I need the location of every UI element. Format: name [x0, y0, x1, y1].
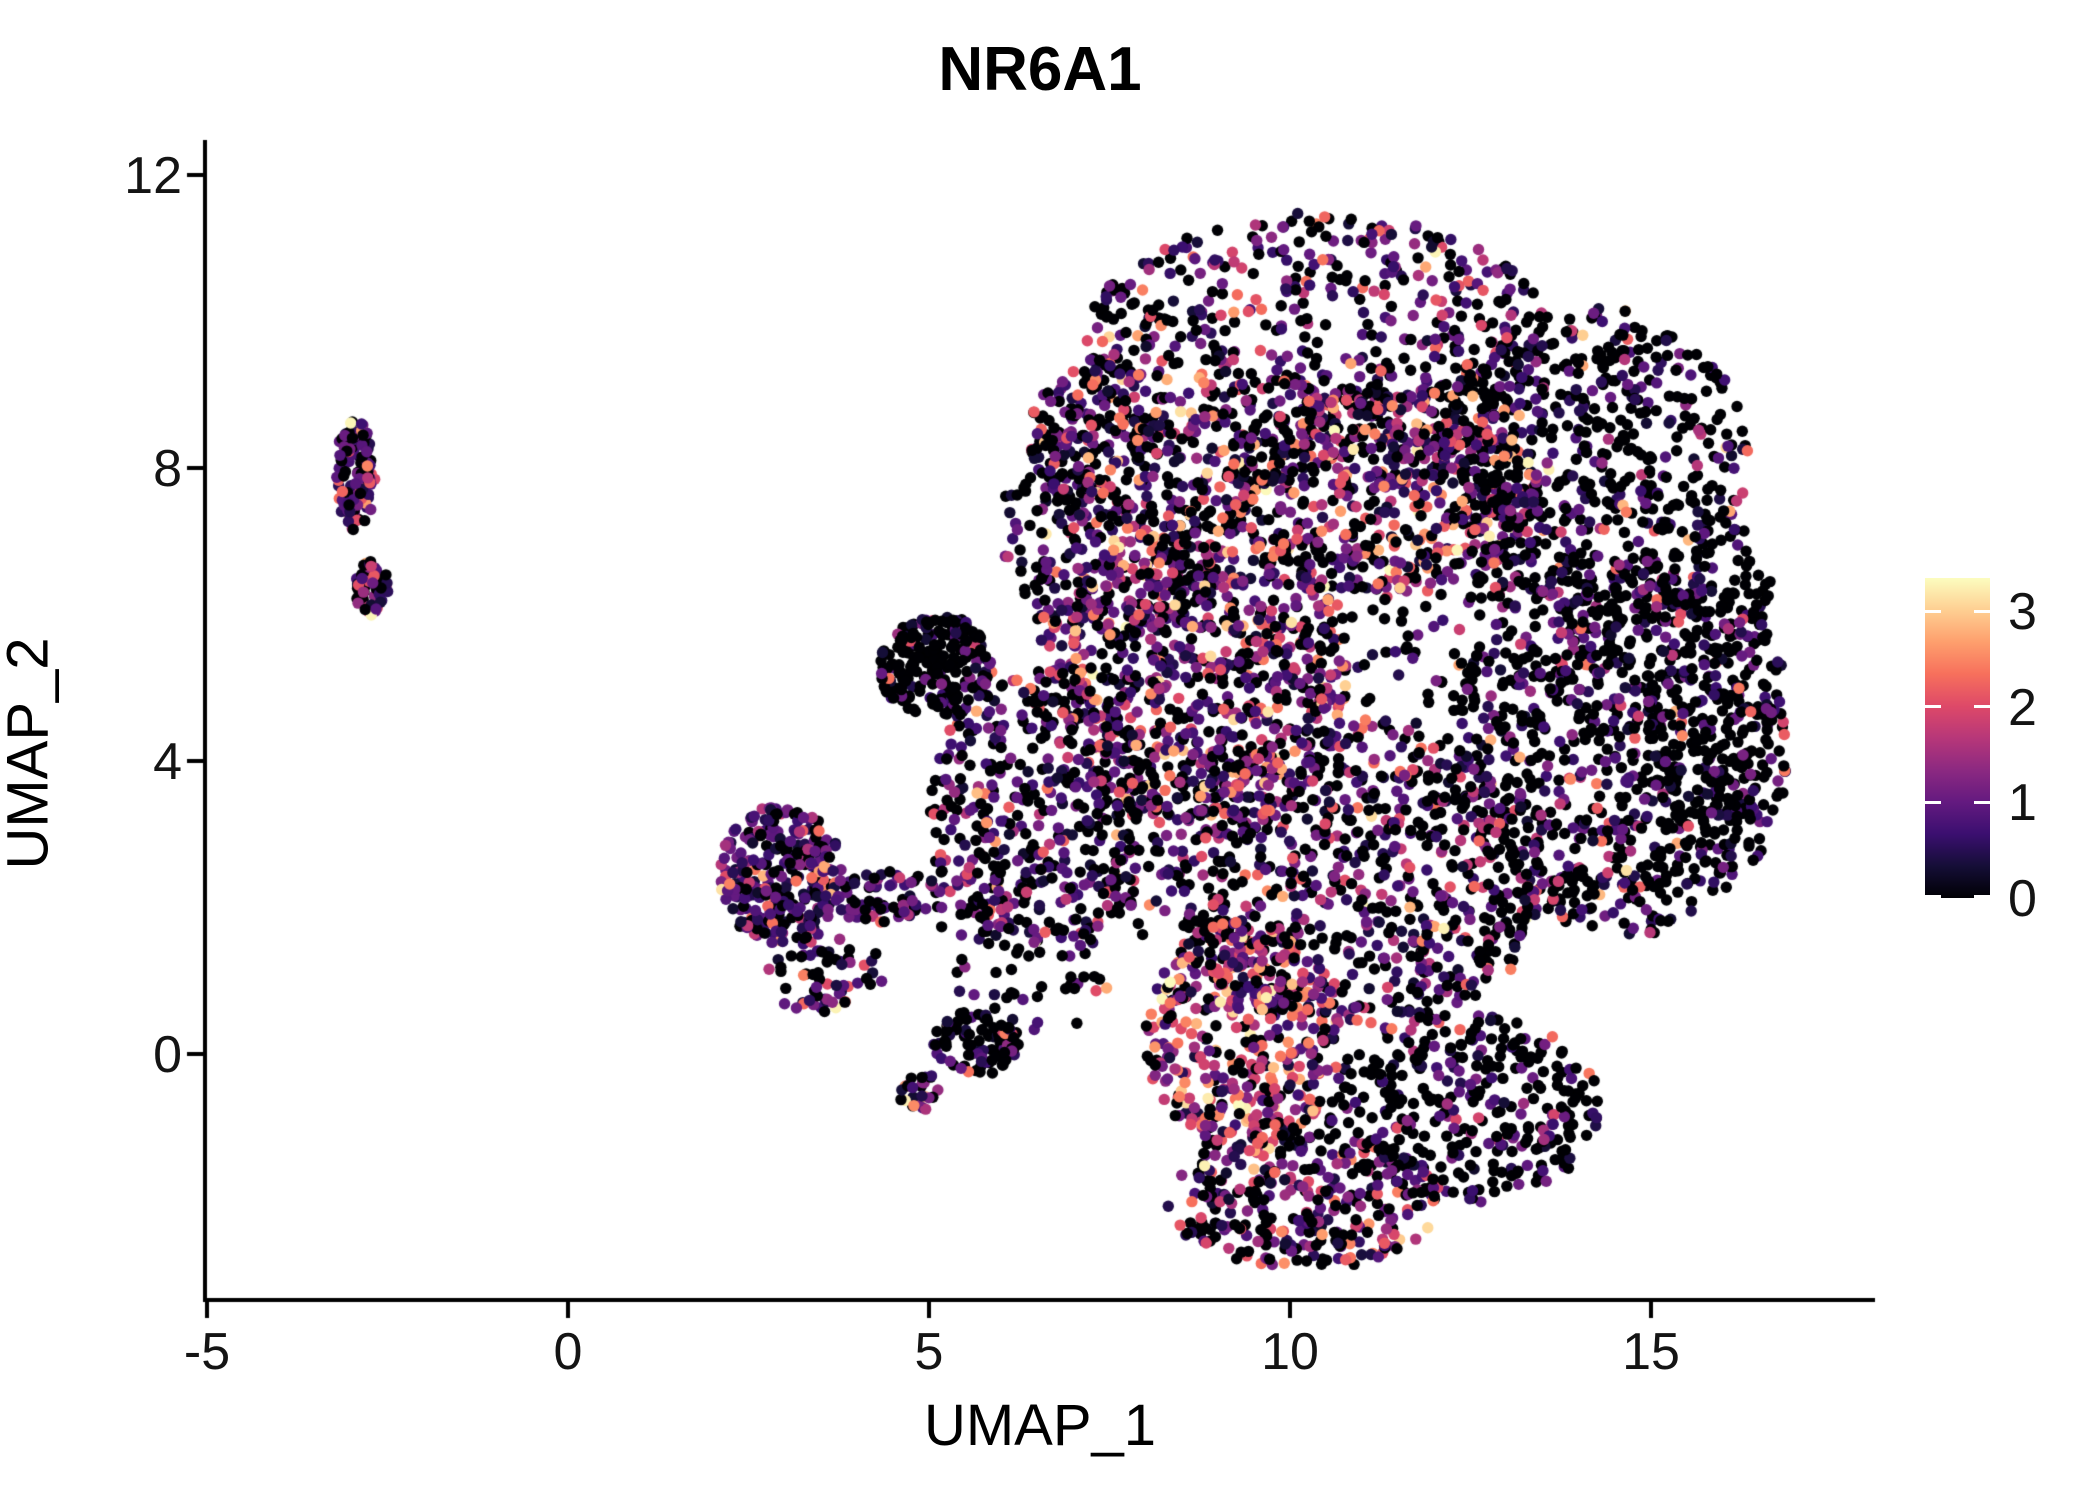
colorbar-tick-mark — [1974, 609, 1990, 613]
colorbar-tick-label: 2 — [2008, 678, 2037, 737]
colorbar-tick-label: 1 — [2008, 774, 2037, 833]
y-tick-label: 4 — [153, 733, 182, 791]
colorbar-tick-label: 3 — [2008, 583, 2037, 642]
colorbar-tick-labels: 0 1 2 3 — [2008, 578, 2098, 928]
colorbar-tick-mark — [1974, 895, 1990, 898]
y-tick-label: 0 — [153, 1026, 182, 1084]
colorbar-tick-mark — [1974, 800, 1990, 804]
x-tick-label: 10 — [1261, 1323, 1319, 1381]
colorbar-tick-mark — [1925, 800, 1941, 804]
y-tick-label: 12 — [124, 147, 182, 205]
plot-title: NR6A1 — [938, 35, 1142, 104]
y-tick-label: 8 — [153, 440, 182, 498]
colorbar-tick-mark — [1925, 705, 1941, 709]
x-tick-label: 0 — [553, 1323, 583, 1381]
colorbar-gradient — [1925, 578, 1990, 898]
x-tick-label: 15 — [1622, 1323, 1680, 1381]
colorbar-tick-mark — [1925, 895, 1941, 898]
x-axis-title: UMAP_1 — [923, 1393, 1157, 1458]
x-axis-tick-labels: -5 0 5 10 15 — [0, 1322, 2100, 1392]
colorbar-tick-label: 0 — [2008, 870, 2037, 928]
colorbar-tick-mark — [1925, 609, 1941, 613]
x-tick-label: -5 — [183, 1323, 231, 1381]
x-tick-label: 5 — [914, 1323, 944, 1381]
colorbar-tick-mark — [1974, 705, 1990, 709]
y-axis-tick-labels: 0 4 8 12 — [22, 0, 182, 1500]
